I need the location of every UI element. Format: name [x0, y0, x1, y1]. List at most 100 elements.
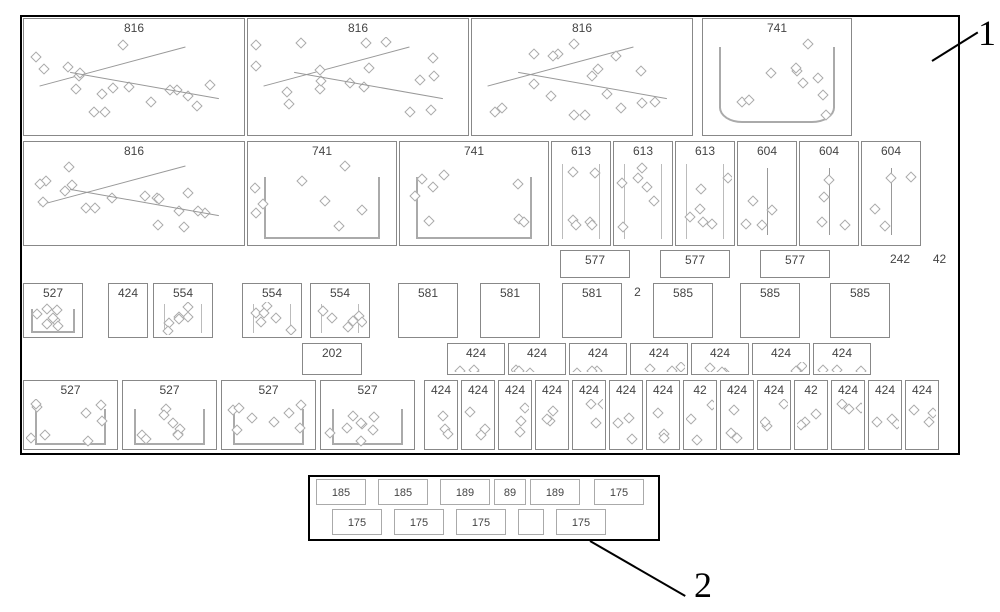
cell: 604 [799, 141, 859, 246]
cell: 581 [480, 283, 540, 338]
callout-1: 1 [978, 12, 996, 54]
cell: 585 [830, 283, 890, 338]
cell-label: 816 [572, 21, 592, 35]
cell: 577 [760, 250, 830, 278]
mini-cell: 175 [456, 509, 506, 535]
cell: 424 [535, 380, 569, 450]
leader-2 [590, 540, 686, 597]
cell: 604 [861, 141, 921, 246]
cell: 424 [752, 343, 810, 375]
cell: 585 [740, 283, 800, 338]
mini-cell: 175 [394, 509, 444, 535]
cell: 424 [461, 380, 495, 450]
cell-label: 424 [771, 346, 791, 360]
cell: 604 [737, 141, 797, 246]
cell: 577 [560, 250, 630, 278]
mini-cell: 89 [494, 479, 526, 505]
mini-cell: 175 [332, 509, 382, 535]
cell-label: 202 [322, 346, 342, 360]
cell: 816 [23, 18, 245, 136]
cell: 242 [880, 250, 920, 278]
callout-2: 2 [694, 564, 712, 606]
cell-label: 424 [764, 383, 784, 397]
cell: 741 [399, 141, 549, 246]
mini-cell: 185 [378, 479, 428, 505]
cell-label: 42 [933, 252, 946, 266]
cell: 581 [398, 283, 458, 338]
mini-cell: 189 [440, 479, 490, 505]
cell-label: 2 [634, 285, 641, 299]
cell-label: 741 [767, 21, 787, 35]
cell-label: 424 [710, 346, 730, 360]
cell: 527 [221, 380, 316, 450]
cell-label: 613 [571, 144, 591, 158]
cell: 424 [813, 343, 871, 375]
cell: 424 [498, 380, 532, 450]
cell: 424 [609, 380, 643, 450]
cell: 424 [572, 380, 606, 450]
cell: 577 [660, 250, 730, 278]
cell-label: 741 [312, 144, 332, 158]
cell-label: 527 [357, 383, 377, 397]
cell-label: 581 [500, 286, 520, 300]
cell: 424 [757, 380, 791, 450]
cell-label: 581 [418, 286, 438, 300]
cell-label: 424 [527, 346, 547, 360]
cell: 42 [683, 380, 717, 450]
cell: 527 [23, 283, 83, 338]
cell-label: 424 [431, 383, 451, 397]
cell: 613 [613, 141, 673, 246]
cell: 554 [242, 283, 302, 338]
cell: 527 [122, 380, 217, 450]
cell-label: 424 [505, 383, 525, 397]
cell-label: 527 [43, 286, 63, 300]
cell: 424 [630, 343, 688, 375]
mini-cell: 175 [556, 509, 606, 535]
mini-cell: 185 [316, 479, 366, 505]
cell-label: 424 [912, 383, 932, 397]
cell-label: 585 [850, 286, 870, 300]
cell-label: 527 [258, 383, 278, 397]
cell-label: 581 [582, 286, 602, 300]
cell-label: 424 [588, 346, 608, 360]
cell-label: 604 [819, 144, 839, 158]
cell-label: 42 [693, 383, 706, 397]
cell: 424 [831, 380, 865, 450]
cell: 424 [424, 380, 458, 450]
cell: 527 [23, 380, 118, 450]
cell: 424 [508, 343, 566, 375]
cell: 424 [691, 343, 749, 375]
cell: 424 [447, 343, 505, 375]
cell: 424 [720, 380, 754, 450]
cell-label: 554 [173, 286, 193, 300]
cell: 202 [302, 343, 362, 375]
cell: 42 [794, 380, 828, 450]
cell-label: 554 [330, 286, 350, 300]
cell-label: 424 [468, 383, 488, 397]
cell-label: 424 [579, 383, 599, 397]
mini-cell: 189 [530, 479, 580, 505]
cell: 741 [702, 18, 852, 136]
cell-label: 816 [348, 21, 368, 35]
cell-label: 424 [838, 383, 858, 397]
cell: 527 [320, 380, 415, 450]
cell-label: 577 [785, 253, 805, 267]
cell-label: 527 [159, 383, 179, 397]
cell: 816 [247, 18, 469, 136]
cell-label: 554 [262, 286, 282, 300]
cell: 42 [923, 250, 956, 278]
cell: 613 [551, 141, 611, 246]
cell-label: 527 [60, 383, 80, 397]
cell-label: 242 [890, 252, 910, 266]
cell-label: 424 [118, 286, 138, 300]
cell-label: 613 [633, 144, 653, 158]
cell-label: 613 [695, 144, 715, 158]
cell: 2 [625, 283, 650, 338]
mini-cell [518, 509, 544, 535]
cell-label: 424 [649, 346, 669, 360]
cell-label: 424 [466, 346, 486, 360]
cell-label: 816 [124, 144, 144, 158]
cell: 554 [153, 283, 213, 338]
cell: 424 [905, 380, 939, 450]
cell-label: 424 [832, 346, 852, 360]
